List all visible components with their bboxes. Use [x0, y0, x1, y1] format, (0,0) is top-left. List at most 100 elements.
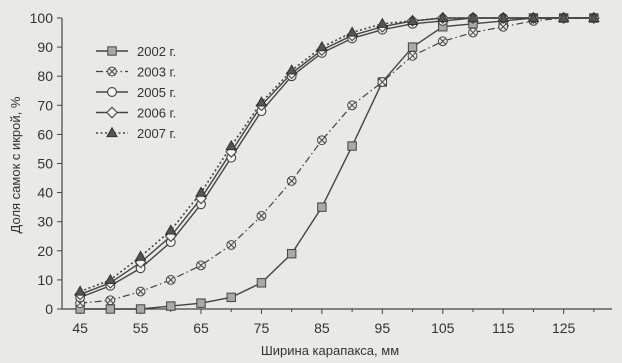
series-1-point-cross [227, 241, 235, 249]
x-tick-label: 55 [133, 320, 149, 336]
legend-item-3: 2006 г. [96, 106, 176, 121]
series-line-1 [80, 17, 594, 304]
y-tick-label: 80 [37, 68, 53, 84]
series-4-point [74, 285, 86, 296]
legend-item-0: 2002 г. [96, 44, 176, 59]
series-1-point [498, 21, 509, 32]
legend-item-4: 2007 г. [96, 126, 176, 141]
y-tick-label: 30 [37, 214, 53, 230]
series-1-point-cross [378, 78, 386, 86]
series-4-point [376, 17, 389, 28]
series-4-point [497, 11, 510, 23]
series-4-point [346, 26, 358, 37]
series-1-point-cross [499, 23, 507, 31]
series-4-point [316, 40, 328, 52]
series-4-point [225, 139, 238, 151]
x-tick-label: 125 [552, 320, 576, 336]
series-4-point [588, 11, 600, 23]
legend-swatch-marker [106, 106, 118, 119]
series-4-point [406, 14, 419, 26]
series-4-point [557, 11, 570, 23]
legend-item-1: 2003 г. [96, 65, 176, 80]
series-4-point [134, 250, 147, 261]
series-0-point [407, 42, 418, 52]
legend-label: 2007 г. [137, 126, 176, 141]
series-0 [80, 17, 594, 310]
series-1 [80, 17, 594, 304]
x-tick-label: 75 [254, 320, 270, 336]
y-tick-label: 20 [37, 243, 53, 259]
y-tick-label: 70 [37, 97, 53, 113]
series-4 [79, 17, 594, 293]
chart-legend: 2002 г. 2003 г. 2005 г. 2006 г. 2007 г. [96, 44, 176, 141]
y-tick-label: 100 [30, 10, 54, 26]
legend-label: 2002 г. [137, 44, 176, 59]
legend-swatch-marker [107, 66, 117, 77]
series-1-point-cross [167, 276, 175, 284]
legend-label: 2003 г. [137, 65, 176, 80]
series-0-point [286, 249, 297, 259]
series-1-point-cross [318, 136, 326, 144]
series-1-point-cross [409, 52, 416, 60]
series-2 [79, 17, 594, 299]
series-4-point [467, 11, 479, 23]
legend-item-2: 2005 г. [96, 85, 176, 100]
legend-label: 2005 г. [137, 85, 176, 100]
series-4-point [104, 273, 117, 284]
y-tick-label: 40 [37, 185, 53, 201]
series-1-point [135, 286, 146, 297]
series-0-point [317, 202, 327, 212]
series-4-point [285, 64, 298, 75]
series-4-point [164, 224, 177, 235]
series-4-point [436, 11, 449, 23]
series-4-point [195, 186, 207, 197]
x-tick-label: 105 [431, 320, 455, 336]
series-line-0 [80, 17, 594, 310]
series-1-point [437, 36, 448, 47]
series-line-2 [79, 17, 594, 299]
series-0-point [105, 304, 116, 314]
series-0-point [256, 278, 267, 288]
y-tick-label: 90 [37, 39, 53, 55]
series-1-point [196, 260, 206, 271]
legend-swatch-marker [107, 46, 117, 56]
x-tick-label: 85 [314, 320, 330, 336]
legend-swatch-marker [106, 126, 118, 138]
x-tick-label: 65 [193, 320, 209, 336]
series-1-point-cross [439, 37, 447, 45]
legend-swatch-marker-cross [108, 68, 116, 75]
series-1-point [316, 135, 327, 146]
series-1-point-cross [348, 101, 356, 109]
legend-swatch-marker [107, 87, 117, 97]
series-1-point-cross [106, 296, 114, 304]
x-tick-label: 45 [72, 320, 88, 336]
series-1-point [286, 176, 297, 186]
series-0-point [166, 301, 176, 311]
y-tick-label: 10 [37, 272, 53, 288]
series-1-point [105, 295, 116, 306]
series-1-point [347, 100, 358, 111]
x-tick-label: 95 [375, 320, 391, 336]
series-1-point [468, 27, 478, 38]
series-1-point-cross [258, 212, 265, 220]
x-tick-label: 115 [492, 320, 515, 336]
series-1-point [256, 210, 267, 221]
series-line-4 [79, 17, 594, 293]
series-1-point-cross [137, 288, 144, 295]
series-1-point [165, 275, 176, 285]
series-4-point [255, 96, 268, 107]
series-1-point [377, 77, 388, 87]
y-tick-label: 50 [37, 156, 53, 172]
series-0-point [226, 292, 236, 303]
series-4-point [527, 11, 540, 23]
series-0-point [135, 304, 146, 314]
series-1-point-cross [288, 177, 296, 185]
legend-label: 2006 г. [137, 106, 176, 121]
series-markers-4 [74, 11, 600, 296]
y-axis-label: Доля самок с икрой, % [8, 96, 23, 233]
chart-axes: 0 10 20 30 40 50 60 70 80 90 100 45 55 65 75 85 95 105 115… [30, 10, 612, 336]
series-1-point-cross [469, 29, 477, 36]
y-tick-label: 0 [45, 301, 53, 317]
